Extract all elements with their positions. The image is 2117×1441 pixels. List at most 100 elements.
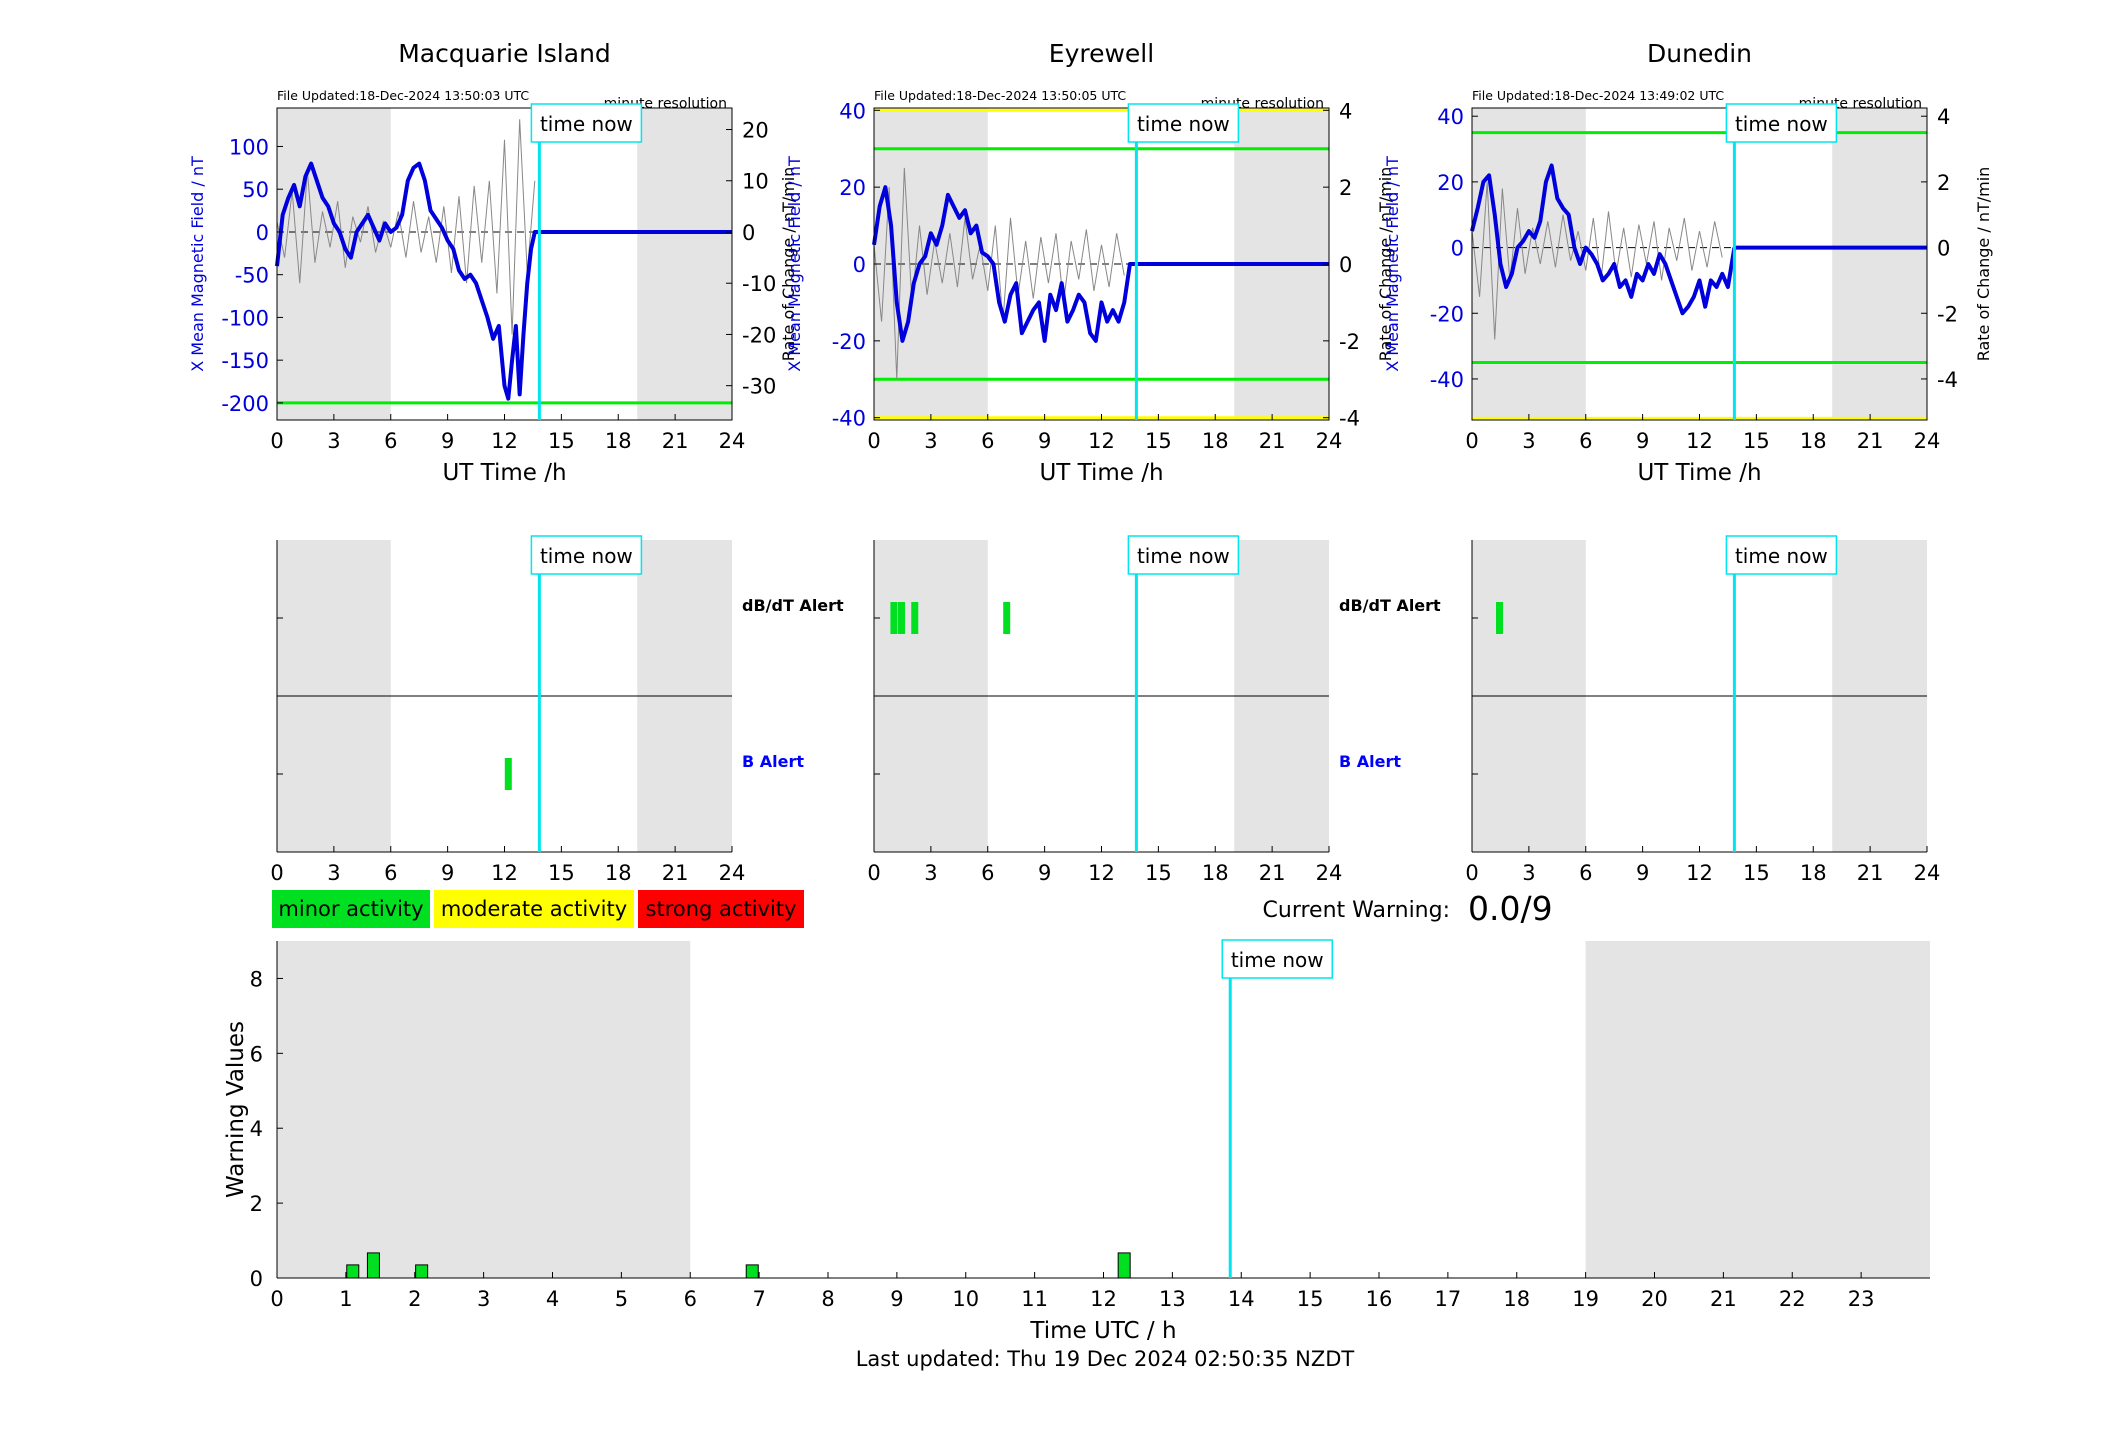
y-left-tick-label: 40 <box>1437 105 1464 129</box>
x-tick-label: 21 <box>662 429 689 453</box>
rate-of-change-series <box>276 119 536 335</box>
alert-mark <box>911 602 919 634</box>
y-left-tick-label: 0 <box>853 253 866 277</box>
field-series <box>275 161 540 401</box>
y-right-tick-label: 10 <box>742 170 769 194</box>
y-right-axis-label: Rate of Change / nT/min <box>1974 167 1993 362</box>
x-tick-label: 16 <box>1366 1287 1393 1311</box>
x-tick-label: 18 <box>1503 1287 1530 1311</box>
x-tick-label: 6 <box>684 1287 697 1311</box>
x-tick-label: 19 <box>1572 1287 1599 1311</box>
x-tick-label: 3 <box>477 1287 490 1311</box>
x-tick-label: 6 <box>384 429 397 453</box>
x-tick-label: 3 <box>924 429 937 453</box>
warning-bar <box>366 1252 380 1279</box>
x-tick-label: 13 <box>1159 1287 1186 1311</box>
x-tick-label: 0 <box>270 861 283 885</box>
y-left-axis-label: X Mean Magnetic Field / nT <box>188 156 207 372</box>
x-tick-label: 2 <box>408 1287 421 1311</box>
x-tick-label: 10 <box>952 1287 979 1311</box>
y-left-tick-label: -50 <box>235 264 269 288</box>
x-axis-label: UT Time /h <box>1039 460 1163 486</box>
y-axis-label: Warning Values <box>223 1021 249 1198</box>
x-tick-label: 11 <box>1021 1287 1048 1311</box>
station-title: Macquarie Island <box>398 39 611 68</box>
x-axis-label: UT Time /h <box>442 460 566 486</box>
x-tick-label: 24 <box>719 861 746 885</box>
x-tick-label: 15 <box>548 861 575 885</box>
y-right-tick-label: 4 <box>1937 105 1950 129</box>
x-tick-label: 12 <box>1686 861 1713 885</box>
y-left-tick-label: -200 <box>221 392 269 416</box>
time-now-label: time now <box>1231 948 1324 972</box>
current-warning-value: 0.0/9 <box>1468 889 1553 928</box>
night-shading <box>637 108 732 420</box>
warning-bar <box>1117 1252 1131 1279</box>
station-title: Dunedin <box>1647 39 1752 68</box>
time-now-label: time now <box>1735 112 1828 136</box>
x-tick-label: 21 <box>1259 861 1286 885</box>
y-right-tick-label: 0 <box>1937 237 1950 261</box>
y-right-tick-label: -30 <box>742 375 776 399</box>
y-right-tick-label: 0 <box>1339 253 1352 277</box>
x-tick-label: 21 <box>1710 1287 1737 1311</box>
x-tick-label: 5 <box>615 1287 628 1311</box>
y-tick-label: 8 <box>250 967 263 991</box>
time-now-box <box>530 103 643 143</box>
x-tick-label: 3 <box>327 429 340 453</box>
y-left-tick-label: -150 <box>221 349 269 373</box>
time-now-label: time now <box>1137 112 1230 136</box>
night-shading <box>1585 941 1930 1278</box>
y-right-tick-label: 20 <box>742 119 769 143</box>
x-tick-label: 12 <box>1088 429 1115 453</box>
x-tick-label: 24 <box>1316 861 1343 885</box>
station-alert-charts: dB/dT Alert B Alert 0 3 6 9 12 15 18 21 24 time now… <box>270 535 1941 885</box>
x-tick-label: 21 <box>1857 861 1884 885</box>
night-shading <box>1832 108 1927 420</box>
current-warning-label: Current Warning: <box>1263 898 1450 923</box>
y-right-tick-label: -4 <box>1937 368 1958 392</box>
y-right-tick-label: 2 <box>1339 176 1352 200</box>
y-right-axis-label: Rate of Change / nT/min <box>779 167 798 362</box>
x-tick-label: 0 <box>270 1287 283 1311</box>
warning-bar <box>745 1264 759 1279</box>
x-tick-label: 24 <box>1914 861 1941 885</box>
x-tick-label: 12 <box>1088 861 1115 885</box>
lane-label: B Alert <box>742 752 804 771</box>
alert-mark <box>897 602 905 634</box>
y-right-tick-label: 0 <box>742 221 755 245</box>
legend-swatch <box>638 890 804 928</box>
x-tick-label: 4 <box>546 1287 559 1311</box>
y-left-axis-label: X Mean Magnetic Field / nT <box>1383 156 1402 372</box>
time-now-label: time now <box>1137 544 1230 568</box>
time-now-box <box>1127 535 1240 575</box>
x-tick-label: 24 <box>1914 429 1941 453</box>
x-tick-label: 6 <box>981 861 994 885</box>
y-left-axis-label: X Mean Magnetic Field / nT <box>785 156 804 372</box>
x-tick-label: 0 <box>867 861 880 885</box>
file-updated: File Updated:18-Dec-2024 13:50:03 UTC <box>277 88 529 103</box>
time-now-label: time now <box>540 544 633 568</box>
x-tick-label: 9 <box>441 861 454 885</box>
x-tick-label: 21 <box>662 861 689 885</box>
x-tick-label: 15 <box>1297 1287 1324 1311</box>
x-tick-label: 9 <box>1636 861 1649 885</box>
rate-of-change-series <box>873 167 1125 380</box>
x-tick-label: 0 <box>270 429 283 453</box>
rate-of-change-series <box>1471 181 1723 340</box>
y-right-tick-label: -2 <box>1339 330 1360 354</box>
activity-legend: minor activity moderate activity strong ac… <box>272 890 804 928</box>
x-tick-label: 9 <box>1038 861 1051 885</box>
alert-mark <box>1003 602 1011 634</box>
y-left-tick-label: -100 <box>221 306 269 330</box>
y-right-tick-label: -10 <box>742 272 776 296</box>
y-right-tick-label: -2 <box>1937 302 1958 326</box>
lane-label: dB/dT Alert <box>1339 596 1441 615</box>
x-tick-label: 22 <box>1779 1287 1806 1311</box>
warning-values-chart: 0 1 2 3 4 5 6 7 8 9 10 11 12 13 14 15 16 17 18 19 20 21 22 2302… <box>223 939 1930 1344</box>
y-left-tick-label: 20 <box>1437 171 1464 195</box>
y-left-tick-label: -40 <box>1430 368 1464 392</box>
alert-chart-eyrewell: dB/dT Alert B Alert 0 3 6 9 12 15 18 21 24 time now <box>867 535 1441 885</box>
y-left-tick-label: -20 <box>832 330 866 354</box>
